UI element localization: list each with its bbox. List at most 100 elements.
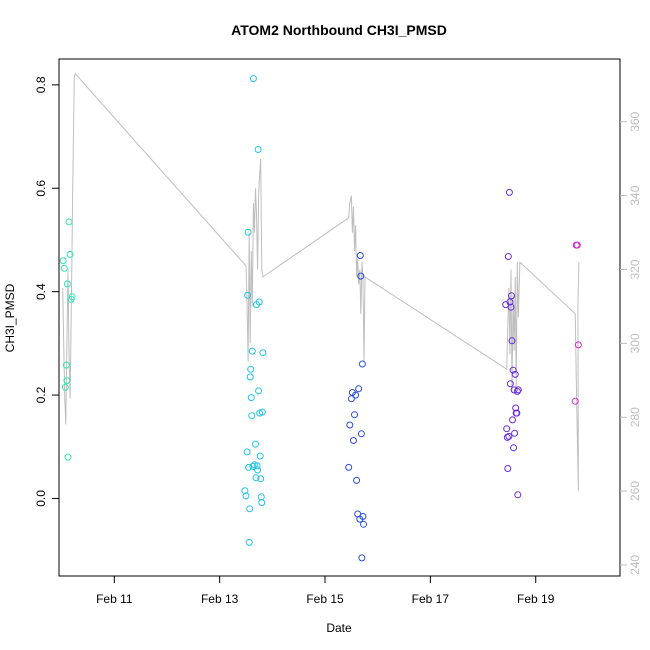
data-point [509, 366, 517, 374]
y2-tick-label: 360 [628, 111, 642, 131]
data-point [503, 425, 511, 433]
data-point [506, 380, 514, 388]
data-point [248, 347, 256, 355]
data-point [244, 228, 252, 236]
data-point [508, 292, 515, 300]
data-point [353, 476, 361, 484]
data-point [245, 463, 253, 471]
x-axis-label: Date [326, 621, 352, 635]
data-point [574, 341, 582, 349]
series-4 [502, 188, 522, 499]
data-point [60, 264, 68, 272]
x-tick-label: Feb 13 [201, 592, 239, 606]
data-point [254, 466, 262, 474]
y2-tick-label: 280 [628, 407, 642, 427]
y-axis: 0.0 0.2 0.4 0.6 0.8 [34, 76, 59, 507]
series-5 [571, 241, 582, 405]
secondary-y-axis: 240 260 280 300 320 340 360 [620, 111, 642, 575]
point-layer [59, 75, 582, 562]
y-tick-label: 0.2 [34, 386, 48, 403]
data-point [505, 188, 513, 196]
series-2 [241, 75, 267, 546]
data-point [358, 360, 366, 368]
data-point [506, 298, 514, 306]
data-point [360, 520, 367, 528]
data-point [503, 433, 511, 441]
x-tick-label: Feb 17 [412, 592, 450, 606]
data-point [511, 370, 519, 378]
y2-tick-label: 320 [628, 259, 642, 279]
data-point [245, 538, 253, 546]
y-tick-label: 0.6 [34, 180, 48, 197]
data-point [510, 386, 518, 394]
data-point [248, 412, 256, 420]
data-point [350, 437, 357, 444]
data-point [504, 465, 512, 472]
data-point [255, 298, 263, 306]
data-point [508, 337, 516, 345]
data-point [511, 429, 519, 437]
y-axis-label: CH3I_PMSD [3, 283, 17, 352]
data-point [252, 474, 260, 482]
data-point [510, 444, 518, 452]
data-point [259, 349, 267, 357]
y2-tick-label: 340 [628, 185, 642, 205]
data-point [357, 272, 365, 280]
data-point [249, 75, 257, 83]
data-point [252, 440, 259, 448]
data-point [63, 280, 71, 288]
data-point [357, 430, 365, 438]
data-point [65, 218, 73, 226]
y2-tick-label: 260 [628, 481, 642, 501]
data-point [246, 373, 254, 381]
data-point [64, 453, 72, 461]
x-axis: Feb 11 Feb 13 Feb 15 Feb 17 Feb 19 [96, 576, 555, 606]
data-point [59, 257, 67, 265]
x-tick-label: Feb 19 [517, 592, 555, 606]
data-point [249, 462, 257, 470]
data-point [352, 391, 360, 399]
secondary-line-layer [62, 72, 580, 492]
data-point [345, 463, 353, 471]
data-point [256, 452, 264, 460]
data-point [255, 387, 263, 395]
data-point [351, 411, 358, 419]
x-tick-label: Feb 15 [306, 592, 344, 606]
data-point [512, 404, 520, 412]
data-point [241, 487, 249, 495]
data-point [257, 493, 265, 501]
data-point [356, 252, 364, 259]
data-point [242, 492, 250, 500]
data-point [358, 554, 366, 562]
chart-title: ATOM2 Northbound CH3I_PMSD [231, 22, 447, 38]
data-point [66, 250, 74, 258]
data-point [257, 475, 265, 483]
data-point [247, 394, 255, 402]
data-point [63, 377, 71, 385]
series-3 [345, 252, 367, 562]
x-tick-label: Feb 11 [96, 592, 133, 606]
data-point [509, 416, 516, 424]
data-point [504, 253, 512, 260]
data-point [355, 385, 363, 393]
y-tick-label: 0.4 [34, 283, 48, 300]
data-point [62, 361, 70, 369]
data-point [514, 491, 522, 499]
data-point [247, 365, 255, 373]
secondary-series-line [62, 72, 580, 492]
data-point [359, 513, 367, 520]
data-point [346, 421, 354, 429]
data-point [505, 432, 513, 440]
series-1 [59, 218, 76, 461]
data-point [513, 409, 521, 417]
data-point [254, 146, 262, 153]
data-point [243, 448, 251, 456]
data-point [258, 499, 266, 507]
y2-tick-label: 300 [628, 333, 642, 353]
plot-frame [58, 58, 621, 577]
y2-tick-label: 240 [628, 555, 642, 575]
data-point [573, 241, 581, 249]
y-tick-label: 0.0 [34, 490, 48, 507]
data-point [514, 386, 522, 394]
